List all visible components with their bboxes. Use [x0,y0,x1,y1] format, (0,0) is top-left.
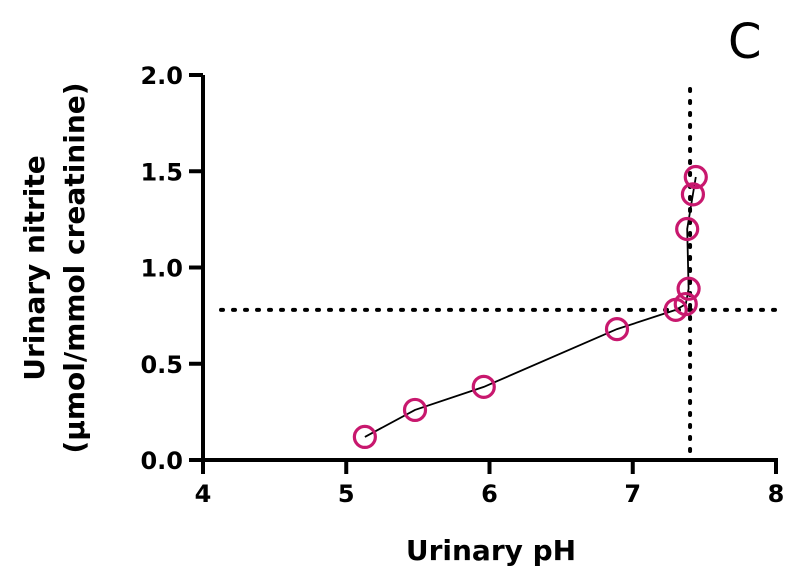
x-tick-label-4: 8 [768,480,785,508]
y-axis-title-line2: (µmol/mmol creatinine) [58,82,91,453]
y-ticks: 0.0 0.5 1.0 1.5 2.0 [140,62,203,475]
reference-lines [221,89,778,456]
data-points [354,167,706,448]
x-tick-label-3: 7 [624,480,641,508]
y-tick-label-4: 2.0 [140,62,183,90]
y-axis-title-line1: Urinary nitrite [18,155,51,380]
data-point-0 [354,426,375,447]
x-tick-label-0: 4 [195,480,212,508]
x-ticks: 4 5 6 7 8 [195,460,785,508]
x-tick-label-1: 5 [338,480,355,508]
x-axis-title: Urinary pH [406,534,576,566]
y-tick-label-2: 1.0 [140,255,183,283]
y-tick-label-0: 0.0 [140,447,183,475]
x-tick-label-2: 6 [481,480,498,508]
y-tick-label-3: 1.5 [140,158,183,186]
panel-label: C [728,14,762,70]
y-tick-label-1: 0.5 [140,351,183,379]
